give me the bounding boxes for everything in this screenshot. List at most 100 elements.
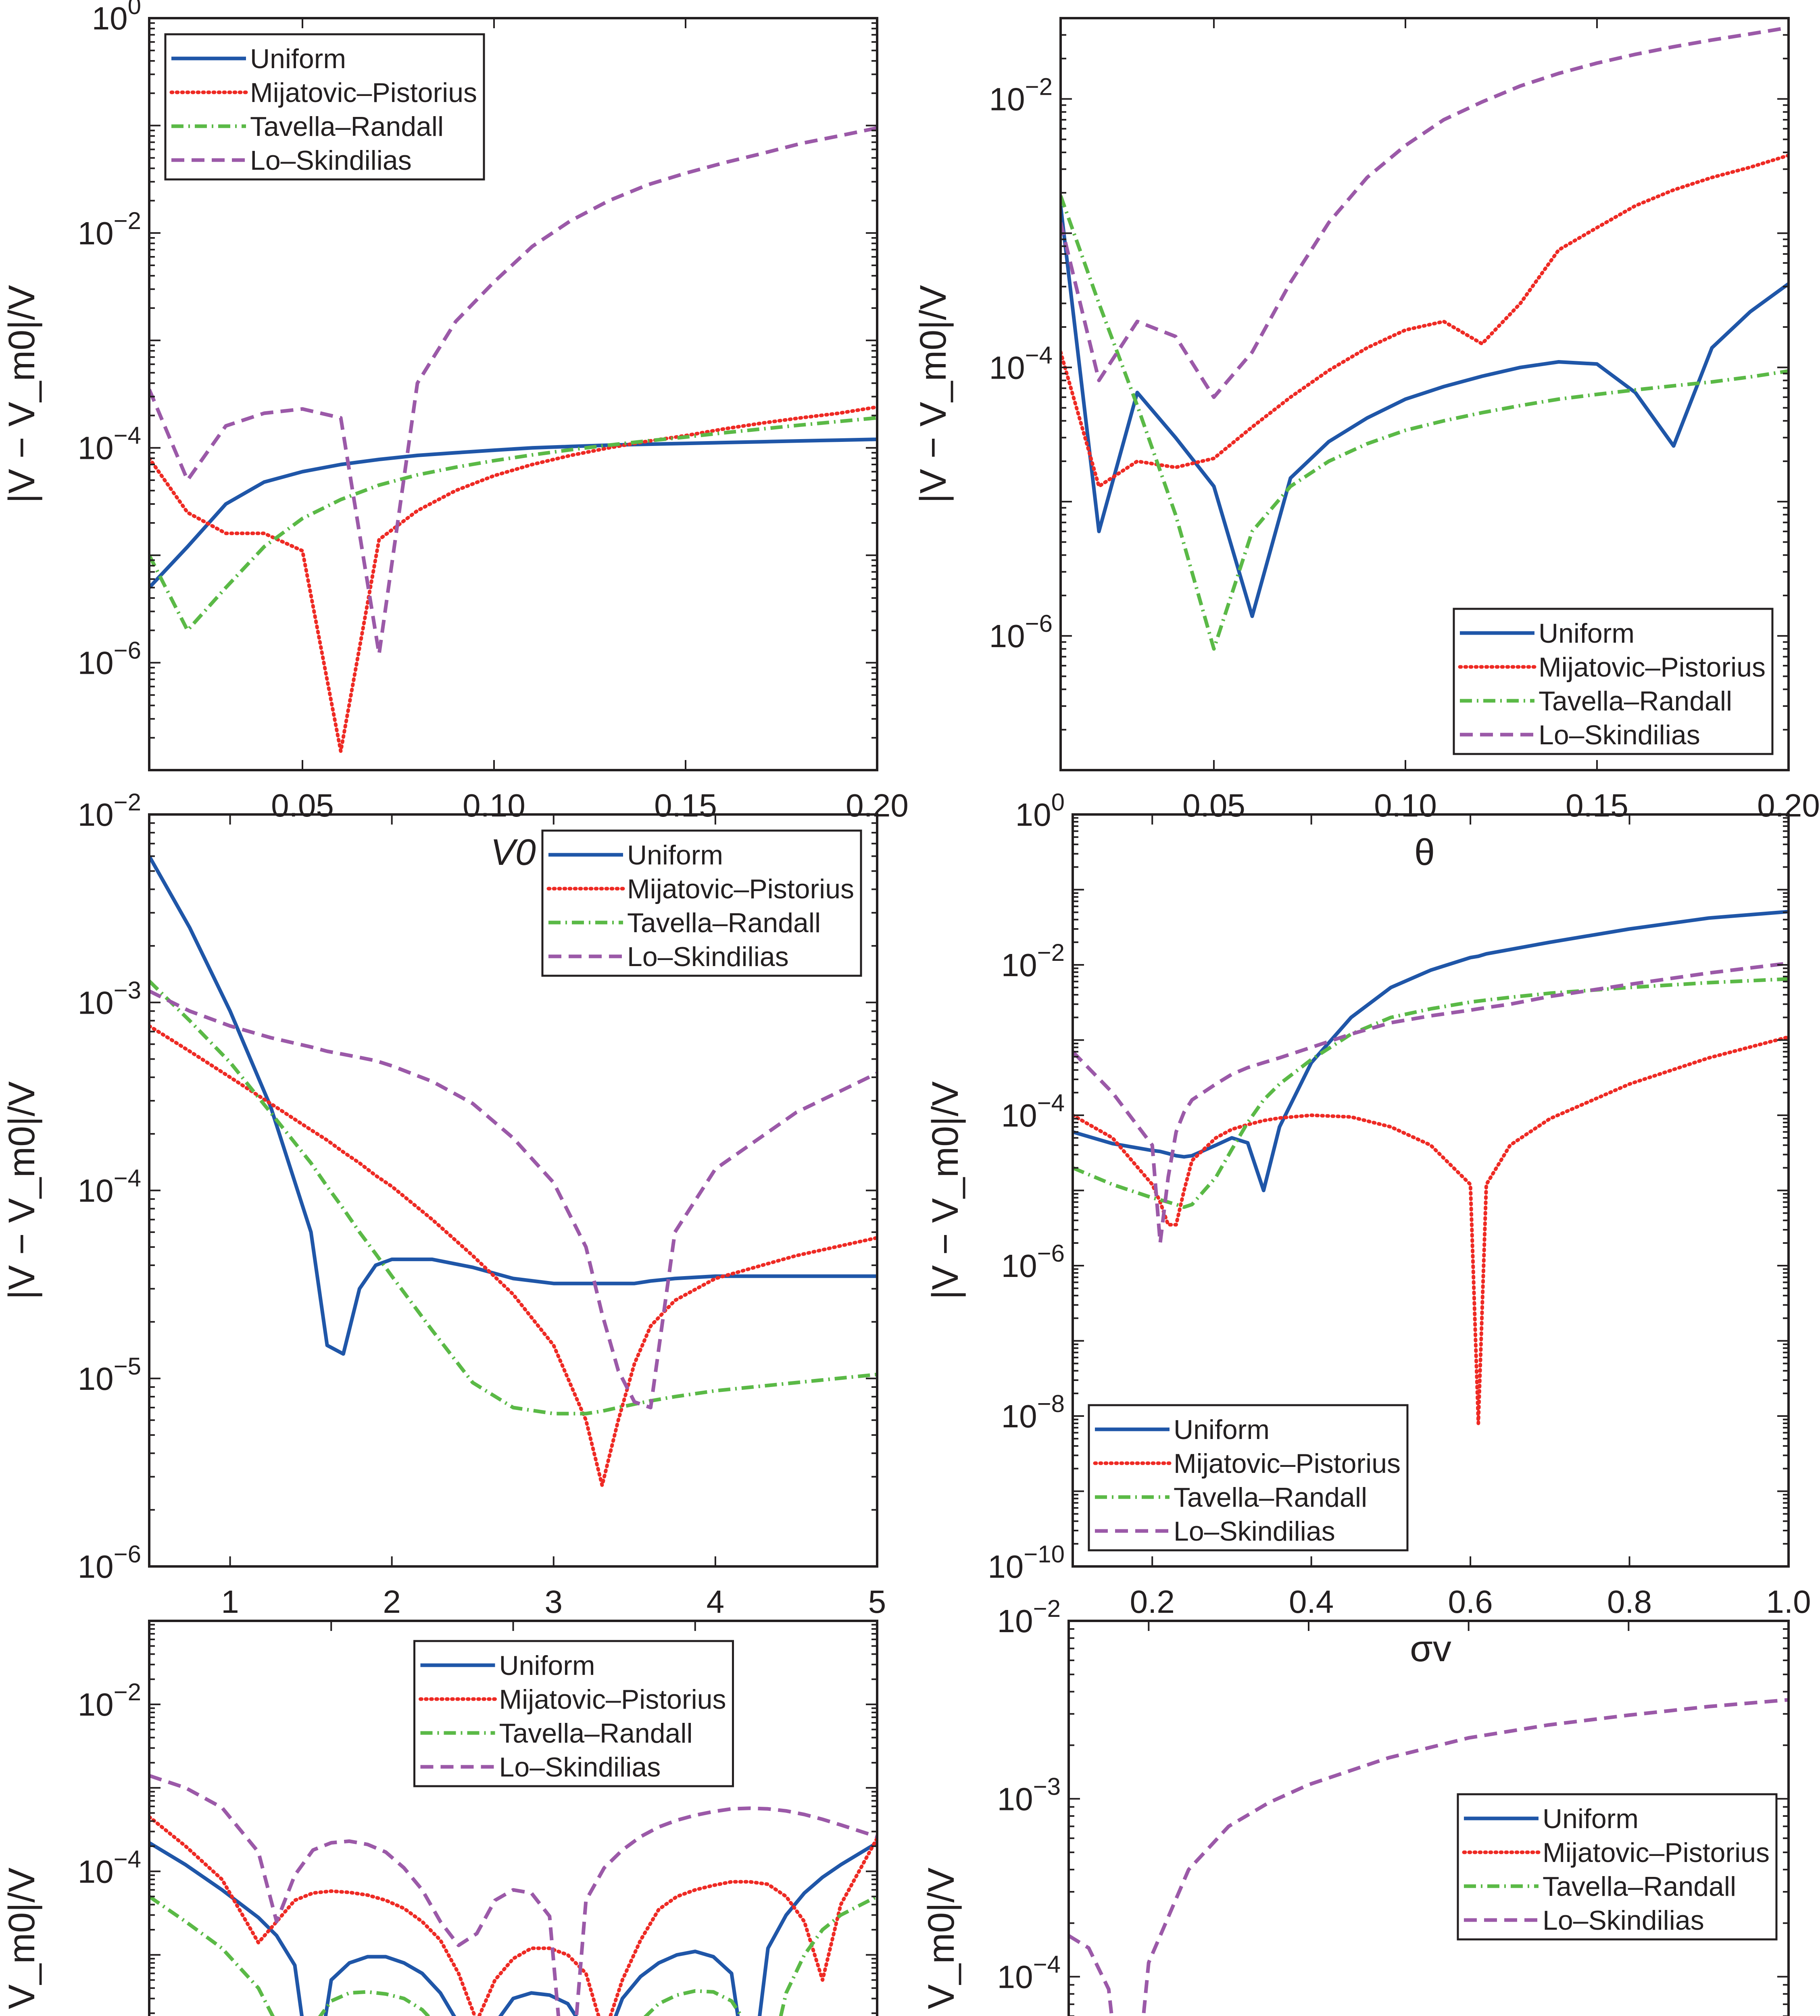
legend-label: Tavella–Randall [250,111,444,142]
x-tick-label: 1.0 [1766,1584,1811,1620]
series-line-tavella-randall [149,416,877,632]
series-line-tavella-randall [1073,977,1789,1209]
legend-label: Tavella–Randall [499,1718,693,1749]
series-line-uniform [149,1841,877,2016]
y-tick-label: 10−2 [989,73,1053,117]
legend-label: Mijatovic–Pistorius [1543,1837,1770,1868]
y-tick-label: 100 [92,0,141,36]
y-tick-label: 10−6 [1001,1240,1065,1284]
y-tick-label: 10−6 [78,637,141,681]
series-line-tavella-randall [1061,195,1789,651]
legend-label: Mijatovic–Pistorius [499,1684,726,1715]
panel-5: −1−0.500.51.010−810−610−410−2ρ|V − V_m0|… [1,1620,878,2016]
y-tick-label: 10−2 [78,207,141,251]
y-tick-label: 10−4 [78,1165,141,1209]
y-tick-label: 10−2 [78,1679,141,1722]
x-tick-label: 2 [383,1584,401,1620]
x-tick-label: 0.6 [1448,1584,1493,1620]
legend-label: Mijatovic–Pistorius [627,874,854,904]
legend: UniformMijatovic–PistoriusTavella–Randal… [164,33,485,181]
x-tick-label: 0.15 [1566,787,1628,823]
legend-label: Lo–Skindilias [499,1752,661,1783]
legend-label: Uniform [499,1650,595,1681]
legend-label: Mijatovic–Pistorius [1174,1448,1401,1479]
x-tick-label: 0.4 [1289,1584,1334,1620]
x-tick-label: 4 [707,1584,725,1620]
x-tick-label: 0.10 [1374,787,1437,823]
panel-4: 0.2 0.4 0.6 0.8 1.0 10−10 10−8 10−6 10−4 10−2 100 σ… [925,789,1811,1669]
y-tick-label: 10−2 [1001,939,1065,983]
legend-label: Tavella–Randall [627,908,821,938]
series-line-lo-skindilias [149,989,877,1410]
series-line-lo-skindilias [1073,961,1789,1245]
x-axis-title: σv [1410,1628,1451,1669]
series-line-mijatovic-pistorius [149,405,877,753]
legend-label: Tavella–Randall [1543,1871,1736,1902]
y-tick-label: 10−10 [988,1541,1065,1585]
legend: UniformMijatovic–PistoriusTavella–Randal… [1453,608,1774,755]
legend: UniformMijatovic–PistoriusTavella–Randal… [1457,1793,1778,1941]
y-axis-title: |V − V_m0|/V [925,1081,966,1300]
y-tick-label: 10−5 [78,1353,141,1397]
legend-label: Uniform [1539,618,1634,649]
legend-label: Uniform [1174,1414,1270,1445]
x-tick-label: 5 [868,1584,886,1620]
panel-6: 24681010−610−510−410−310−2T|V − V_m0|/VU… [921,1595,1790,2016]
series-line-mijatovic-pistorius [1061,153,1789,488]
x-tick-label: 3 [545,1584,563,1620]
y-tick-label: 10−4 [989,342,1053,385]
x-axis-title: V0 [490,832,536,873]
legend-label: Tavella–Randall [1539,686,1732,716]
legend-label: Mijatovic–Pistorius [250,77,477,108]
x-tick-label: 0.10 [463,787,525,823]
series-line-uniform [1061,205,1789,618]
y-tick-label: 10−4 [997,1951,1061,1995]
legend-label: Lo–Skindilias [250,145,412,176]
legend-label: Uniform [1543,1804,1639,1834]
series-line-mijatovic-pistorius [149,1815,877,2016]
y-tick-label: 10−3 [997,1773,1061,1817]
series-line-lo-skindilias [1061,26,1789,399]
y-axis-title: |V − V_m0|/V [1,1081,42,1300]
y-tick-label: 10−2 [997,1595,1061,1639]
y-tick-label: 10−4 [78,1845,141,1889]
series-line-mijatovic-pistorius [149,1024,877,1487]
y-tick-label: 10−3 [78,977,141,1020]
legend-label: Lo–Skindilias [1174,1516,1335,1547]
x-tick-label: 0.05 [271,787,334,823]
y-axis-title: |V − V_m0|/V [921,1868,962,2016]
y-axis-title: |V − V_m0|/V [913,285,954,503]
y-tick-label: 10−6 [989,610,1053,654]
y-tick-label: 100 [1015,789,1065,833]
series-line-lo-skindilias [149,126,877,656]
legend-label: Uniform [627,840,723,871]
x-tick-label: 0.15 [654,787,717,823]
y-axis-title: |V − V_m0|/V [1,285,42,503]
y-tick-label: 10−6 [78,1541,141,1585]
legend: UniformMijatovic–PistoriusTavella–Randal… [1088,1404,1409,1552]
legend-label: Tavella–Randall [1174,1482,1367,1513]
x-axis-title: θ [1414,832,1435,873]
y-tick-label: 10−4 [1001,1089,1065,1133]
y-axis-title: |V − V_m0|/V [1,1868,42,2016]
x-tick-label: 0.05 [1182,787,1245,823]
legend-label: Lo–Skindilias [627,941,789,972]
y-tick-label: 10−6 [78,2012,141,2016]
legend-label: Lo–Skindilias [1543,1905,1704,1936]
series-line-tavella-randall [149,979,877,1416]
legend: UniformMijatovic–PistoriusTavella–Randal… [413,1640,734,1787]
legend-label: Mijatovic–Pistorius [1539,652,1766,683]
series-line-uniform [149,855,877,1356]
x-tick-label: 0.2 [1130,1584,1175,1620]
x-tick-label: 0.8 [1607,1584,1652,1620]
legend-label: Uniform [250,44,346,74]
series-line-lo-skindilias [149,1774,877,2016]
series-line-uniform [1073,910,1789,1192]
x-tick-label: 1 [221,1584,239,1620]
series-line-mijatovic-pistorius [1073,1035,1789,1425]
y-tick-label: 10−4 [78,422,141,466]
